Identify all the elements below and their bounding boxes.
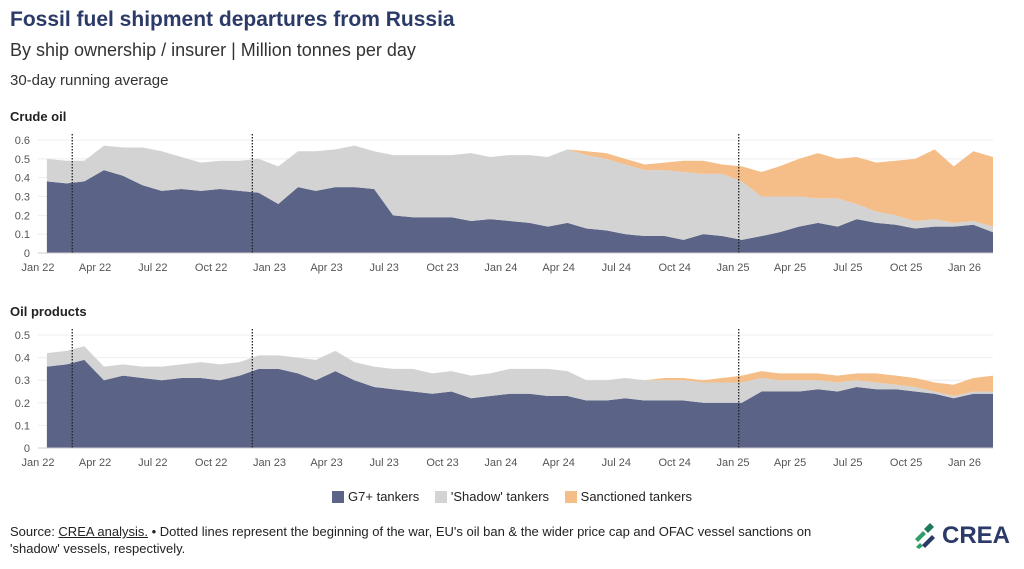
crea-logo-text: CREA (941, 522, 1010, 549)
x-tick-label: Jul 23 (370, 457, 399, 469)
y-tick-label: 0 (24, 443, 30, 455)
area-series-shadow (46, 346, 994, 403)
x-tick-label: Jan 23 (253, 457, 286, 469)
legend-label-sanctioned: Sanctioned tankers (580, 489, 692, 504)
source-link[interactable]: CREA analysis. (58, 524, 149, 539)
x-tick-label: Jul 25 (833, 262, 862, 274)
x-tick-label: Jan 25 (716, 262, 749, 274)
y-tick-label: 0.2 (15, 398, 30, 410)
x-tick-label: Jul 23 (370, 262, 399, 274)
x-tick-label: Oct 25 (890, 262, 922, 274)
y-tick-label: 0.6 (15, 135, 30, 147)
y-tick-label: 0.5 (15, 154, 30, 166)
x-tick-label: Oct 22 (195, 457, 227, 469)
legend: G7+ tankers 'Shadow' tankers Sanctioned … (0, 489, 1024, 506)
x-tick-label: Oct 23 (426, 262, 458, 274)
chart-note: 30-day running average (10, 72, 169, 89)
x-tick-label: Apr 25 (774, 457, 806, 469)
x-tick-label: Jul 24 (602, 262, 631, 274)
y-tick-label: 0.4 (15, 353, 30, 365)
area-series-shadow (46, 145, 994, 240)
x-tick-label: Jan 22 (21, 262, 54, 274)
x-tick-label: Jan 24 (484, 457, 517, 469)
x-tick-label: Apr 23 (310, 262, 342, 274)
area-series-g7 (46, 170, 994, 253)
y-tick-label: 0.3 (15, 375, 30, 387)
y-tick-label: 0.4 (15, 173, 30, 185)
x-tick-label: Jan 26 (948, 262, 981, 274)
x-tick-label: Oct 24 (658, 457, 690, 469)
x-tick-label: Jul 24 (602, 457, 631, 469)
legend-label-g7: G7+ tankers (348, 489, 420, 504)
y-tick-label: 0.3 (15, 192, 30, 204)
x-tick-label: Apr 22 (79, 262, 111, 274)
crea-logo: CREA (912, 522, 1010, 550)
x-tick-label: Apr 25 (774, 262, 806, 274)
source-label: Source: (10, 524, 59, 539)
panel-title-crude: Crude oil (10, 109, 67, 124)
x-tick-label: Jan 24 (484, 262, 517, 274)
area-series-sanctioned (46, 145, 994, 227)
x-tick-label: Oct 22 (195, 262, 227, 274)
legend-swatch-g7 (332, 490, 345, 503)
panel-title-products: Oil products (10, 304, 87, 319)
crea-leaf-icon (914, 523, 935, 549)
x-tick-label: Oct 23 (426, 457, 458, 469)
oil-products-chart: 0 0.1 0.2 0.3 0.4 0.5 Jan 22 Apr 22 Jul 22 Oct 22… (15, 329, 994, 469)
x-tick-label: Apr 24 (542, 457, 574, 469)
source-text: • Dotted lines represent the beginning o… (10, 524, 812, 556)
y-tick-label: 0.5 (15, 330, 30, 342)
x-tick-label: Apr 22 (79, 457, 111, 469)
area-series-g7 (46, 359, 994, 448)
footer-source: Source: CREA analysis. • Dotted lines re… (10, 523, 830, 557)
crude-oil-chart: 0 0.1 0.2 0.3 0.4 0.5 0.6 Jan 22 Apr 22 Jul 22 Oct… (15, 134, 994, 274)
x-tick-label: Oct 24 (658, 262, 690, 274)
chart-title: Fossil fuel shipment departures from Rus… (10, 8, 455, 31)
x-tick-label: Apr 23 (310, 457, 342, 469)
legend-item-g7: G7+ tankers (332, 489, 419, 504)
x-tick-label: Oct 25 (890, 457, 922, 469)
x-tick-label: Jan 23 (253, 262, 286, 274)
x-tick-label: Jul 22 (138, 262, 167, 274)
y-tick-label: 0.1 (15, 420, 30, 432)
x-tick-label: Jul 25 (833, 457, 862, 469)
x-tick-label: Jan 25 (716, 457, 749, 469)
legend-swatch-sanctioned (564, 490, 577, 503)
legend-item-shadow: 'Shadow' tankers (434, 489, 550, 504)
y-tick-label: 0.2 (15, 210, 30, 222)
legend-swatch-shadow (434, 490, 447, 503)
y-tick-label: 0.1 (15, 229, 30, 241)
x-tick-label: Apr 24 (542, 262, 574, 274)
x-tick-label: Jul 22 (138, 457, 167, 469)
y-tick-label: 0 (24, 248, 30, 260)
x-tick-label: Jan 26 (948, 457, 981, 469)
legend-label-shadow: 'Shadow' tankers (450, 489, 550, 504)
chart-subtitle: By ship ownership / insurer | Million to… (10, 40, 416, 60)
legend-item-sanctioned: Sanctioned tankers (564, 489, 692, 504)
x-tick-label: Jan 22 (21, 457, 54, 469)
